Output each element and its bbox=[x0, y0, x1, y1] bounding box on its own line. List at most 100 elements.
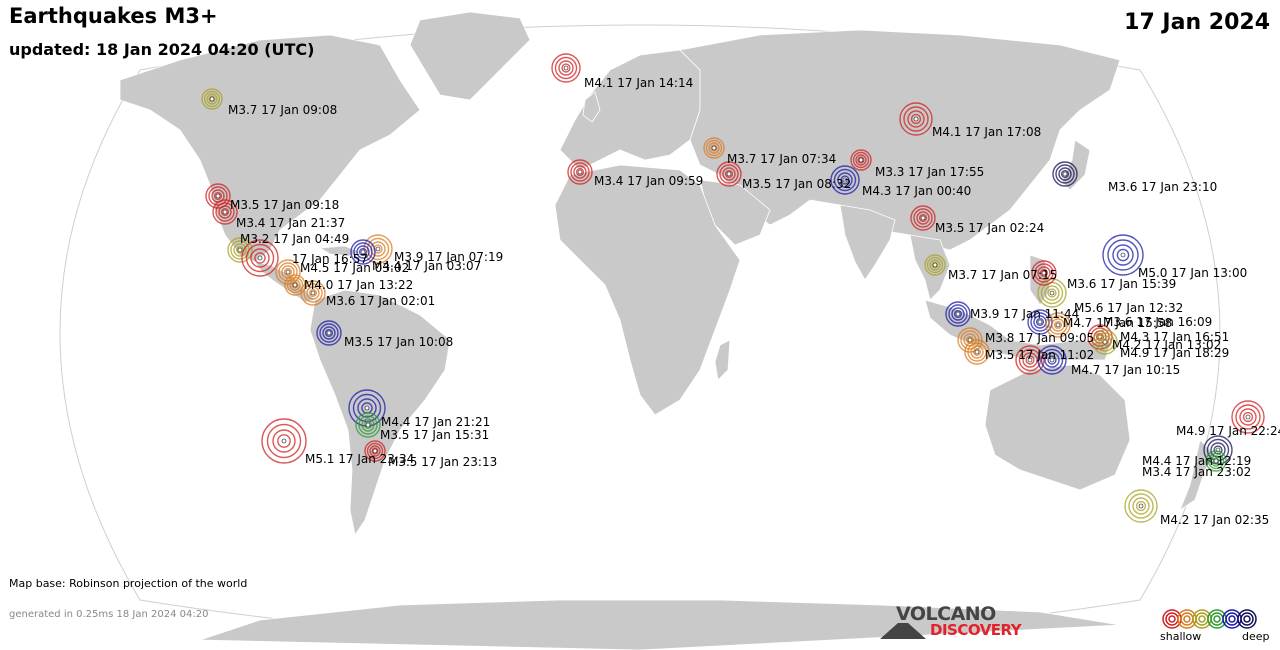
earthquake-label: M3.4 17 Jan 09:59 bbox=[594, 174, 703, 188]
earthquake-marker[interactable] bbox=[1102, 234, 1144, 276]
earthquake-marker[interactable] bbox=[241, 239, 279, 277]
earthquake-label: M4.9 17 Jan 18:29 bbox=[1120, 346, 1229, 360]
depth-legend: shallow deep bbox=[1160, 608, 1280, 648]
marker-ring bbox=[855, 154, 867, 166]
volcano-discovery-logo[interactable]: VOLCANO DISCOVERY bbox=[880, 603, 1035, 639]
marker-ring bbox=[833, 168, 857, 192]
marker-ring bbox=[1207, 452, 1225, 470]
marker-ring bbox=[250, 248, 270, 268]
epicenter-dot bbox=[577, 169, 583, 175]
earthquake-marker[interactable] bbox=[300, 280, 326, 306]
epicenter-dot bbox=[955, 311, 961, 317]
marker-ring bbox=[951, 307, 965, 321]
earthquake-marker[interactable] bbox=[964, 339, 990, 365]
marker-ring bbox=[291, 281, 299, 289]
marker-ring bbox=[364, 440, 386, 462]
epicenter-dot bbox=[1120, 252, 1126, 258]
earthquake-label: M3.5 17 Jan 09:18 bbox=[230, 198, 339, 212]
earthquake-marker[interactable] bbox=[364, 440, 386, 462]
earthquake-marker[interactable] bbox=[1231, 400, 1265, 434]
epicenter-dot bbox=[372, 448, 378, 454]
marker-ring bbox=[361, 418, 375, 432]
marker-ring bbox=[1058, 167, 1072, 181]
marker-ring bbox=[201, 88, 223, 110]
marker-ring bbox=[316, 320, 342, 346]
earthquake-marker[interactable] bbox=[261, 418, 307, 464]
map-base-note: Map base: Robinson projection of the wor… bbox=[9, 577, 248, 590]
earthquake-marker[interactable] bbox=[1092, 329, 1118, 355]
epicenter-dot bbox=[364, 405, 370, 411]
earthquake-marker[interactable] bbox=[350, 239, 376, 265]
earthquake-label: M3.5 17 Jan 15:31 bbox=[380, 428, 489, 442]
earthquake-marker[interactable] bbox=[205, 183, 231, 209]
earthquake-marker[interactable] bbox=[1015, 345, 1045, 375]
marker-ring bbox=[957, 327, 983, 353]
epicenter-dot bbox=[913, 116, 919, 122]
earthquake-marker[interactable] bbox=[703, 137, 725, 159]
marker-ring bbox=[350, 239, 376, 265]
marker-ring bbox=[1037, 266, 1051, 280]
earthquake-label: M4.1 17 Jan 14:14 bbox=[584, 76, 693, 90]
earthquake-marker[interactable] bbox=[284, 274, 306, 296]
earthquake-marker[interactable] bbox=[1052, 161, 1078, 187]
earthquake-label: M3.7 17 Jan 07:34 bbox=[727, 152, 836, 166]
earthquake-label: M3.9 17 Jan 11:44 bbox=[970, 307, 1079, 321]
earthquake-marker[interactable] bbox=[1037, 345, 1067, 375]
earthquake-marker[interactable] bbox=[551, 53, 581, 83]
map-date: 17 Jan 2024 bbox=[1124, 10, 1270, 35]
epicenter-dot bbox=[292, 282, 298, 288]
epicenter-dot bbox=[1055, 322, 1061, 328]
epicenter-dot bbox=[1062, 171, 1068, 177]
marker-ring bbox=[573, 165, 587, 179]
earthquake-marker[interactable] bbox=[1205, 450, 1227, 472]
earthquake-marker[interactable] bbox=[945, 301, 971, 327]
earthquake-marker[interactable] bbox=[567, 159, 593, 185]
earthquake-marker[interactable] bbox=[924, 254, 946, 276]
earthquake-marker[interactable] bbox=[1031, 260, 1057, 286]
marker-ring bbox=[300, 280, 326, 306]
legend-ring bbox=[1213, 615, 1221, 623]
marker-ring bbox=[972, 347, 982, 357]
marker-ring bbox=[319, 323, 339, 343]
epicenter-dot bbox=[1049, 357, 1055, 363]
marker-ring bbox=[289, 279, 301, 291]
earthquake-marker[interactable] bbox=[201, 88, 223, 110]
earthquake-label: M3.4 17 Jan 23:02 bbox=[1142, 465, 1251, 479]
marker-ring bbox=[724, 169, 734, 179]
india bbox=[839, 204, 896, 281]
marker-ring bbox=[227, 237, 253, 263]
marker-ring bbox=[1098, 335, 1112, 349]
earthquake-marker[interactable] bbox=[850, 149, 872, 171]
marker-ring bbox=[929, 259, 941, 271]
land-masses bbox=[119, 11, 1216, 650]
epicenter-dot bbox=[858, 157, 864, 163]
earthquake-marker[interactable] bbox=[830, 165, 860, 195]
legend-ring bbox=[1237, 609, 1257, 629]
earthquake-label: M3.7 17 Jan 09:08 bbox=[228, 103, 337, 117]
marker-ring bbox=[567, 159, 593, 185]
earthquake-marker[interactable] bbox=[716, 161, 742, 187]
earthquake-marker[interactable] bbox=[1045, 312, 1071, 338]
earthquake-marker[interactable] bbox=[212, 199, 238, 225]
legend-deep-label: deep bbox=[1242, 630, 1270, 643]
earthquake-label: M3.8 17 Jan 09:05 bbox=[985, 331, 1094, 345]
earthquake-marker[interactable] bbox=[899, 102, 933, 136]
earthquake-marker[interactable] bbox=[1124, 489, 1158, 523]
earthquake-label: 17 Jan 16:57 bbox=[292, 252, 368, 266]
marker-ring bbox=[1132, 497, 1150, 515]
earthquake-marker[interactable] bbox=[316, 320, 342, 346]
earthquake-marker[interactable] bbox=[910, 205, 936, 231]
earthquake-marker[interactable] bbox=[355, 412, 381, 438]
marker-ring bbox=[1203, 435, 1233, 465]
marker-ring bbox=[837, 172, 853, 188]
epicenter-dot bbox=[285, 269, 291, 275]
earthquake-label: M3.5 17 Jan 10:08 bbox=[344, 335, 453, 349]
legend-ring bbox=[1198, 615, 1206, 623]
marker-ring bbox=[551, 53, 581, 83]
marker-ring bbox=[1027, 309, 1053, 335]
legend-ring bbox=[1165, 612, 1179, 626]
uk bbox=[582, 91, 601, 123]
generated-note: generated in 0.25ms 18 Jan 2024 04:20 bbox=[9, 609, 209, 620]
earthquake-label: M4.7 17 Jan 15:58 bbox=[1063, 316, 1172, 330]
madagascar bbox=[714, 339, 731, 381]
